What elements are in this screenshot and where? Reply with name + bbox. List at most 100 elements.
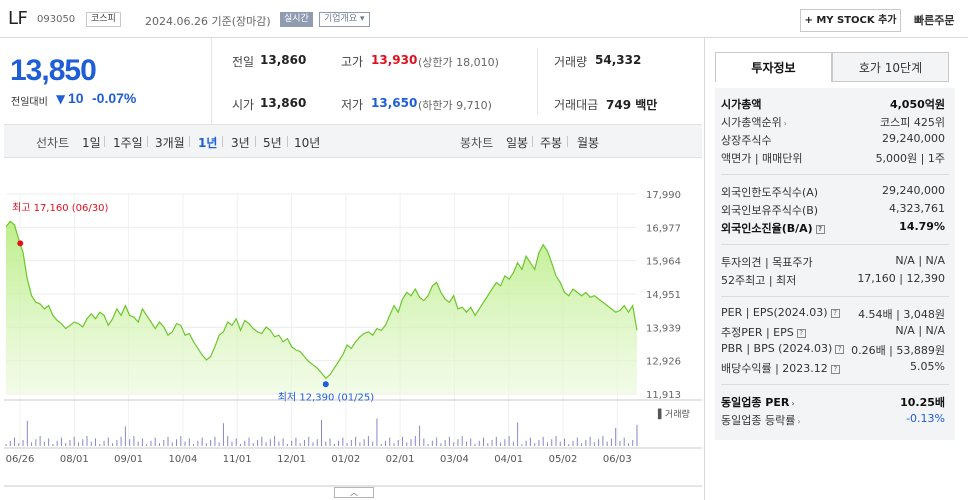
est-per-label: 추정PER | EPS? <box>721 324 806 340</box>
price-summary: 13,850 전일대비 ▼ 10 -0.07% 전일 13,860 고가 13,… <box>4 38 702 124</box>
tab-1d[interactable]: 1일 <box>82 136 101 150</box>
par-label: 액면가 | 매매단위 <box>721 152 803 165</box>
tab-order-book[interactable]: 호가 10단계 <box>832 52 949 82</box>
tab-investment-info[interactable]: 투자정보 <box>715 52 832 82</box>
x-tick-label: 04/01 <box>494 454 523 465</box>
help-icon[interactable]: ? <box>830 365 840 374</box>
week52-value: 17,160 | 12,390 <box>857 272 945 285</box>
peer-rate-row[interactable]: 동일업종 등락률 › -0.13% <box>721 410 949 428</box>
line-chart-label: 선차트 <box>36 136 70 150</box>
x-tick-label: 06/03 <box>603 454 632 465</box>
high-value: 13,930 <box>371 53 418 67</box>
separator <box>147 136 148 147</box>
tab-1y[interactable]: 1년 <box>198 136 218 150</box>
current-price: 13,850 <box>10 54 97 87</box>
foreign-hold-label: 외국인보유주식수(B) <box>721 204 819 217</box>
tab-5y[interactable]: 5년 <box>263 136 282 150</box>
help-icon[interactable]: ? <box>815 225 825 234</box>
high-marker <box>17 240 24 247</box>
dividend-row: 배당수익률 | 2023.12? 5.05% <box>721 358 949 376</box>
week52-row: 52주최고 | 최저 17,160 | 12,390 <box>721 270 949 288</box>
tab-weekly[interactable]: 주봉 <box>540 136 563 150</box>
high-label: 고가 <box>341 55 364 69</box>
volume-label: 거래량 <box>554 55 588 69</box>
help-icon[interactable]: ? <box>796 329 806 338</box>
foreign-limit-value: 29,240,000 <box>882 184 945 197</box>
foreign-hold-value: 4,323,761 <box>889 202 945 215</box>
week52-label: 52주최고 | 최저 <box>721 274 797 287</box>
separator <box>287 136 288 147</box>
y-tick-label: 15,964 <box>646 257 681 268</box>
y-tick-label: 14,951 <box>646 290 681 301</box>
x-tick-label: 11/01 <box>223 454 252 465</box>
stock-header: LF 093050 코스피 2024.06.26 기준(장마감) 실시간 기업개… <box>0 0 968 38</box>
y-axis-labels: 17,990 16,977 15,964 14,951 13,939 12,926 11,9… <box>646 190 681 401</box>
foreign-hold-row: 외국인보유주식수(B) 4,323,761 <box>721 200 949 218</box>
add-my-stock-button[interactable]: + MY STOCK 추가 <box>800 9 901 32</box>
tab-10y[interactable]: 10년 <box>294 136 321 150</box>
rank-row[interactable]: 시가총액순위 › 코스피 425위 <box>721 112 949 130</box>
chevron-right-icon: › <box>797 417 801 426</box>
opinion-row: 투자의견 | 목표주가 N/A | N/A <box>721 252 949 270</box>
help-icon[interactable]: ? <box>830 309 840 318</box>
x-tick-label: 09/01 <box>114 454 143 465</box>
tab-1w[interactable]: 1주일 <box>113 136 143 150</box>
volume-bars: ▌거래량 <box>5 408 690 446</box>
foreign-rate-row: 외국인소진율(B/A)? 14.79% <box>721 218 949 236</box>
separator <box>104 136 105 147</box>
change-rate: -0.07% <box>92 90 137 106</box>
divider <box>721 296 949 297</box>
open-value: 13,860 <box>260 96 307 110</box>
x-tick-label: 02/01 <box>386 454 415 465</box>
volume-label: ▌거래량 <box>657 408 690 420</box>
divider <box>721 174 949 175</box>
amount-value: 749 백만 <box>606 98 658 112</box>
rank-label: 시가총액순위 › <box>721 116 787 129</box>
est-per-value: N/A | N/A <box>895 324 945 337</box>
foreign-rate-value: 14.79% <box>899 220 945 233</box>
foreign-rate-label: 외국인소진율(B/A)? <box>721 220 825 236</box>
tab-daily[interactable]: 일봉 <box>506 136 529 150</box>
x-tick-label: 10/04 <box>168 454 197 465</box>
y-tick-label: 17,990 <box>646 190 681 201</box>
chart-toggle-handle[interactable]: ︿ <box>334 487 374 498</box>
quick-order-button[interactable]: 빠른주문 <box>914 14 955 27</box>
realtime-badge[interactable]: 실시간 <box>280 12 313 27</box>
est-per-row: 추정PER | EPS? N/A | N/A <box>721 322 949 340</box>
peer-per-row[interactable]: 동일업종 PER › 10.25배 <box>721 392 949 410</box>
chevron-right-icon: › <box>791 399 795 408</box>
stock-code: 093050 <box>37 14 76 25</box>
shares-value: 29,240,000 <box>882 132 945 145</box>
foreign-limit-row: 외국인한도주식수(A) 29,240,000 <box>721 182 949 200</box>
y-tick-label: 11,913 <box>646 390 681 401</box>
tab-monthly[interactable]: 월봉 <box>577 136 600 150</box>
x-tick-label: 12/01 <box>277 454 306 465</box>
help-icon[interactable]: ? <box>835 345 845 354</box>
per-label: PER | EPS(2024.03)? <box>721 306 840 319</box>
info-table: 시가총액 4,050억원 시가총액순위 › 코스피 425위 상장주식수 29,2… <box>715 88 955 440</box>
x-tick-label: 05/02 <box>549 454 578 465</box>
par-value: 5,000원 | 1주 <box>875 152 945 165</box>
chart-period-bar: 선차트 1일 1주일 3개월 1년 3년 5년 10년 봉차트 일봉 주봉 월봉 <box>4 124 702 158</box>
shares-label: 상장주식수 <box>721 134 772 147</box>
tab-3m[interactable]: 3개월 <box>155 136 185 150</box>
per-value: 4.54배 | 3,048원 <box>858 308 945 321</box>
rank-value: 코스피 425위 <box>880 116 945 129</box>
pbr-label: PBR | BPS (2024.03)? <box>721 342 845 355</box>
y-tick-label: 12,926 <box>646 357 681 368</box>
stock-name: LF <box>8 8 28 29</box>
high-label: 최고 17,160 (06/30) <box>12 202 108 214</box>
dividend-label: 배당수익률 | 2023.12? <box>721 360 840 376</box>
shares-row: 상장주식수 29,240,000 <box>721 130 949 148</box>
per-row: PER | EPS(2024.03)? 4.54배 | 3,048원 <box>721 304 949 322</box>
low-marker <box>322 381 329 388</box>
par-row: 액면가 | 매매단위 5,000원 | 1주 <box>721 148 949 166</box>
divider <box>721 384 949 385</box>
price-chart[interactable]: 17,990 16,977 15,964 14,951 13,939 12,926 11,9… <box>0 160 702 500</box>
market-cap-row: 시가총액 4,050억원 <box>721 94 949 112</box>
tab-3y[interactable]: 3년 <box>231 136 250 150</box>
peer-per-label: 동일업종 PER › <box>721 396 795 409</box>
base-date: 2024.06.26 기준(장마감) <box>145 15 271 28</box>
company-overview-dropdown[interactable]: 기업개요 ▾ <box>319 12 370 27</box>
separator <box>532 136 533 147</box>
